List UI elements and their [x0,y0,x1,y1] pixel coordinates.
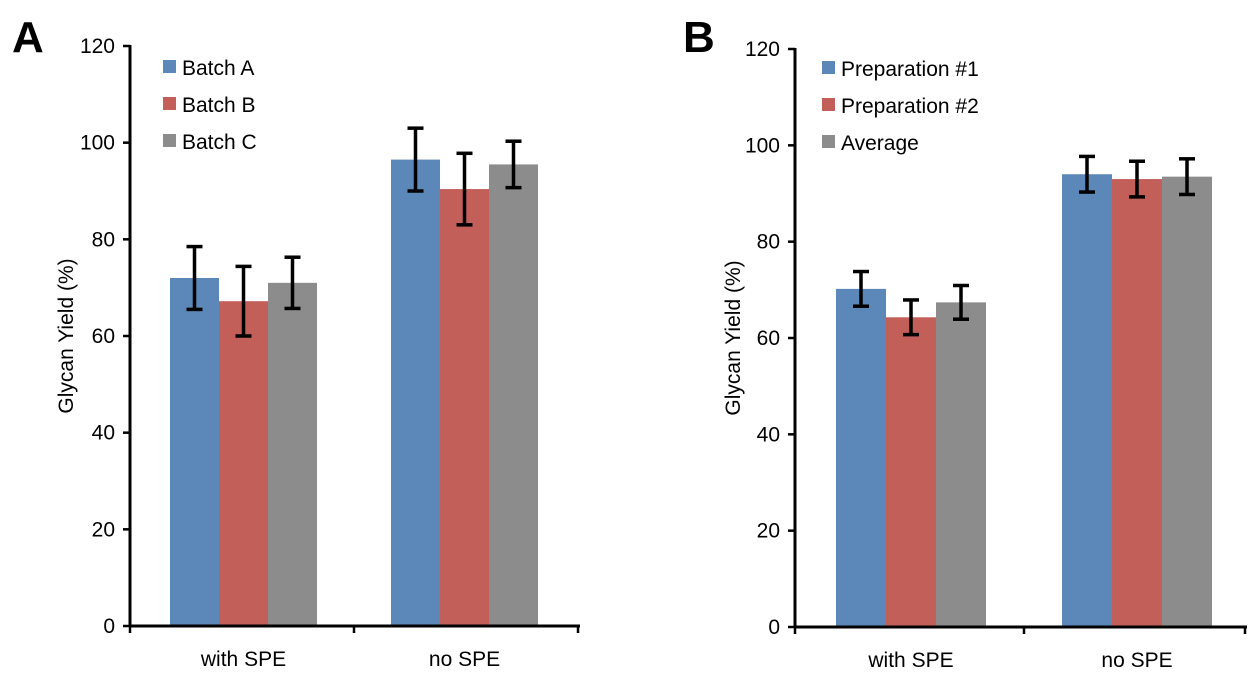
panel-b-bar-average-no-spe [1162,176,1212,627]
panel-b-legend-swatch [822,98,835,111]
panel-b-y-tick-label: 80 [757,231,780,254]
panel-b-legend-label: Preparation #2 [841,95,979,118]
panel-a-x-category-label: with SPE [200,648,286,671]
panel-b-legend-swatch [822,135,835,148]
panel-b-chart: B Glycan Yield (%) 0 20 40 60 80 100 120 with … [683,13,1247,672]
panel-b-error-bar [1179,157,1195,197]
panel-b-y-ticks: 0 20 40 60 80 100 120 [745,38,1247,639]
panel-a-legend-label: Batch A [182,57,254,80]
panel-a-bar-batch-c-no-spe [489,164,538,626]
panel-a-legend: Batch A Batch B Batch C [163,57,257,154]
panel-a-y-tick-label: 100 [80,132,115,155]
panel-a-y-tick-label: 0 [103,615,115,638]
panel-b-y-tick-label: 100 [745,134,780,157]
panel-b-y-tick-label: 20 [757,520,780,543]
panel-a-y-tick-label: 80 [92,228,115,251]
panel-b-x-category-label: with SPE [867,649,953,672]
panel-a-legend-swatch [163,97,176,110]
panel-b-x-labels: with SPE no SPE [867,649,1172,672]
panel-b-error-bar [903,298,919,337]
panel-b-error-bar [1129,159,1145,199]
panel-a-error-bar [505,139,522,190]
panel-a-y-axis-title: Glycan Yield (%) [55,258,78,413]
panel-a-x-labels: with SPE no SPE [200,648,500,671]
panel-b-error-bar [853,269,869,308]
panel-a-y-ticks: 0 20 40 60 80 100 120 [80,35,580,638]
panel-b-legend: Preparation #1 Preparation #2 Average [822,58,979,155]
panel-a-bar-batch-b-no-spe [440,189,489,627]
panel-a-legend-swatch [163,134,176,147]
panel-b-y-tick-label: 120 [745,38,780,61]
panel-b-bar-preparation-2-with-spe [886,317,936,627]
panel-b-y-tick-label: 60 [757,327,780,350]
panel-b-x-category-label: no SPE [1101,649,1172,672]
panel-a-bar-batch-a-no-spe [391,159,440,627]
panel-b-bars [836,174,1212,628]
panel-a-error-bar [284,255,301,311]
panel-a-bar-batch-a-with-spe [170,278,219,626]
panel-b-label: B [683,13,715,62]
panel-b-error-bar [953,283,969,321]
panel-b-bar-average-with-spe [936,302,986,627]
panel-b-error-bar [1079,154,1095,194]
panel-a-legend-label: Batch B [182,94,256,117]
panel-a-error-bar [186,244,203,312]
panel-a-y-tick-label: 120 [80,35,115,58]
panel-a-error-bar [235,264,252,338]
panel-a-error-bar [456,151,473,227]
panel-a-label: A [12,13,44,62]
panel-b-bar-preparation-1-no-spe [1062,174,1112,627]
panel-a-chart: A Glycan Yield (%) 0 20 40 60 80 100 120 with … [12,13,580,671]
panel-a-bars [170,159,538,627]
panel-b-legend-label: Preparation #1 [841,58,979,81]
panel-a-bar-batch-c-with-spe [268,282,317,626]
panel-a-error-bars [186,126,522,338]
panel-a-bar-batch-b-with-spe [219,301,268,626]
panel-b-y-tick-label: 0 [768,616,780,639]
panel-a-error-bar [407,126,424,193]
panel-a-legend-swatch [163,60,176,73]
panel-b-legend-label: Average [841,132,919,155]
panel-b-y-axis-title: Glycan Yield (%) [722,260,745,415]
panel-a-y-tick-label: 40 [92,422,115,445]
panel-b-error-bars [853,154,1195,337]
panel-b-legend-swatch [822,61,835,74]
panel-a-y-tick-label: 60 [92,325,115,348]
panel-b-bar-preparation-1-with-spe [836,288,886,627]
panel-a-y-tick-label: 20 [92,518,115,541]
panel-b-bar-preparation-2-no-spe [1112,179,1162,628]
panel-a-x-category-label: no SPE [429,648,500,671]
panel-a-legend-label: Batch C [182,131,257,154]
panel-b-y-tick-label: 40 [757,423,780,446]
